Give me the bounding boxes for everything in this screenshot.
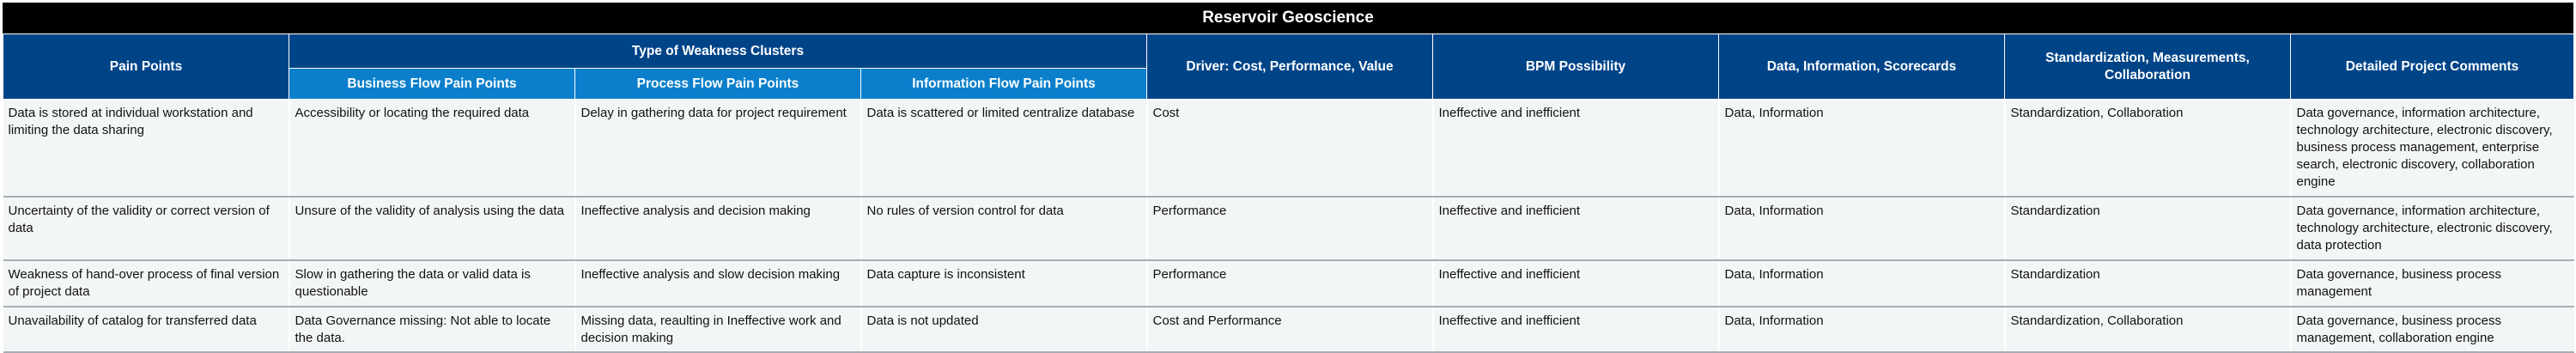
cell-information-flow[interactable]: Data capture is inconsistent <box>860 259 1148 307</box>
cell-driver[interactable]: Cost and Performance <box>1146 306 1434 353</box>
cell-business-flow[interactable]: Data Governance missing: Not able to loc… <box>289 306 576 353</box>
cell-comments[interactable]: Data governance, business process manage… <box>2290 306 2574 353</box>
cell-driver[interactable]: Performance <box>1146 259 1434 307</box>
cell-comments[interactable]: Data governance, information architectur… <box>2290 99 2574 198</box>
cell-data-info[interactable]: Data, Information <box>1718 306 2006 353</box>
cell-data-info[interactable]: Data, Information <box>1718 196 2006 261</box>
cell-business-flow[interactable]: Accessibility or locating the required d… <box>289 99 576 198</box>
cell-bpm[interactable]: Ineffective and inefficient <box>1432 196 1720 261</box>
header-pain-points[interactable]: Pain Points <box>3 33 289 100</box>
cell-pain-point[interactable]: Data is stored at individual workstation… <box>3 99 290 198</box>
cell-bpm[interactable]: Ineffective and inefficient <box>1432 259 1720 307</box>
cell-pain-point[interactable]: Unavailability of catalog for transferre… <box>3 306 290 353</box>
cell-information-flow[interactable]: No rules of version control for data <box>860 196 1148 261</box>
cell-process-flow[interactable]: Ineffective analysis and decision making <box>574 196 862 261</box>
cell-driver[interactable]: Performance <box>1146 196 1434 261</box>
header-driver[interactable]: Driver: Cost, Performance, Value <box>1146 33 1433 100</box>
header-weakness-clusters[interactable]: Type of Weakness Clusters <box>289 33 1147 69</box>
cell-process-flow[interactable]: Delay in gathering data for project requ… <box>574 99 862 198</box>
cell-pain-point[interactable]: Uncertainty of the validity or correct v… <box>3 196 290 261</box>
cell-standardization[interactable]: Standardization <box>2004 196 2292 261</box>
header-standardization[interactable]: Standardization, Measurements, Collabora… <box>2004 33 2291 100</box>
header-information-flow[interactable]: Information Flow Pain Points <box>860 68 1147 100</box>
cell-data-info[interactable]: Data, Information <box>1718 259 2006 307</box>
header-business-flow[interactable]: Business Flow Pain Points <box>289 68 575 100</box>
cell-comments[interactable]: Data governance, business process manage… <box>2290 259 2574 307</box>
cell-data-info[interactable]: Data, Information <box>1718 99 2006 198</box>
header-bpm-possibility[interactable]: BPM Possibility <box>1432 33 1719 100</box>
table-row: Weakness of hand-over process of final v… <box>3 259 2574 307</box>
header-row-top: Pain Points Type of Weakness Clusters Dr… <box>3 33 2574 100</box>
cell-business-flow[interactable]: Slow in gathering the data or valid data… <box>289 259 576 307</box>
header-row-sub: Business Flow Pain Points Process Flow P… <box>3 68 2574 100</box>
header-detailed-comments[interactable]: Detailed Project Comments <box>2290 33 2574 100</box>
header-process-flow[interactable]: Process Flow Pain Points <box>574 68 861 100</box>
cell-standardization[interactable]: Standardization <box>2004 259 2292 307</box>
cell-information-flow[interactable]: Data is scattered or limited centralize … <box>860 99 1148 198</box>
cell-information-flow[interactable]: Data is not updated <box>860 306 1148 353</box>
pain-points-table: Pain Points Type of Weakness Clusters Dr… <box>3 33 2574 353</box>
cell-standardization[interactable]: Standardization, Collaboration <box>2004 306 2292 353</box>
cell-pain-point[interactable]: Weakness of hand-over process of final v… <box>3 259 290 307</box>
sheet-title: Reservoir Geoscience <box>3 3 2573 33</box>
cell-driver[interactable]: Cost <box>1146 99 1434 198</box>
table-row: Unavailability of catalog for transferre… <box>3 306 2574 353</box>
table-row: Data is stored at individual workstation… <box>3 99 2574 198</box>
cell-comments[interactable]: Data governance, information architectur… <box>2290 196 2574 261</box>
cell-bpm[interactable]: Ineffective and inefficient <box>1432 99 1720 198</box>
cell-process-flow[interactable]: Ineffective analysis and slow decision m… <box>574 259 862 307</box>
header-data-information-scorecards[interactable]: Data, Information, Scorecards <box>1718 33 2005 100</box>
cell-business-flow[interactable]: Unsure of the validity of analysis using… <box>289 196 576 261</box>
cell-standardization[interactable]: Standardization, Collaboration <box>2004 99 2292 198</box>
table-row: Uncertainty of the validity or correct v… <box>3 196 2574 261</box>
cell-process-flow[interactable]: Missing data, reaulting in Ineffective w… <box>574 306 862 353</box>
cell-bpm[interactable]: Ineffective and inefficient <box>1432 306 1720 353</box>
